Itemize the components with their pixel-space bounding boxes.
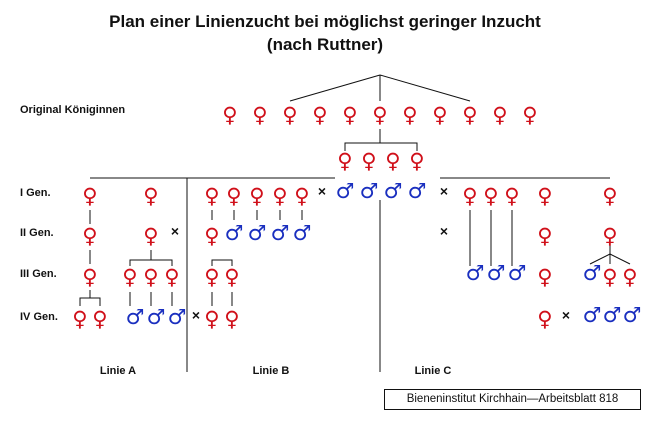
queen-symbol: ♀ [226, 184, 241, 208]
queen-symbol: ♀ [602, 265, 617, 289]
queen-symbol: ♀ [204, 307, 219, 331]
drone-symbol: ♂ [603, 303, 622, 327]
queen-symbol: ♀ [282, 103, 297, 127]
queen-symbol: ♀ [204, 184, 219, 208]
queen-symbol: ♀ [222, 103, 237, 127]
title-line-1: Plan einer Linienzucht bei möglichst ger… [109, 12, 541, 31]
drone-symbol: ♂ [248, 221, 267, 245]
queen-symbol: ♀ [252, 103, 267, 127]
drone-symbol: ♂ [271, 221, 290, 245]
queen-symbol: ♀ [622, 265, 637, 289]
queen-symbol: ♀ [537, 307, 552, 331]
queen-symbol: ♀ [82, 265, 97, 289]
queen-symbol: ♀ [602, 224, 617, 248]
drone-symbol: ♂ [487, 261, 506, 285]
queen-symbol: ♀ [361, 149, 376, 173]
drone-symbol: ♂ [583, 303, 602, 327]
queen-symbol: ♀ [342, 103, 357, 127]
queen-symbol: ♀ [537, 184, 552, 208]
cross-mark: × [171, 223, 179, 239]
queen-symbol: ♀ [143, 224, 158, 248]
queen-symbol: ♀ [272, 184, 287, 208]
queen-symbol: ♀ [224, 265, 239, 289]
queen-symbol: ♀ [483, 184, 498, 208]
line-label-a: Linie A [100, 365, 136, 377]
drone-symbol: ♂ [147, 305, 166, 329]
drone-source-group: ♀ ♀ ♀ ♀ ♂ ♂ ♂ ♂ [336, 149, 427, 203]
cross-mark: × [192, 307, 200, 323]
line-b-pedigree: ♀ ♀ ♀ ♀ ♀ × ♀ ♂ ♂ ♂ ♂ ♀ ♀ × ♀ ♀ [192, 183, 326, 331]
queen-symbol: ♀ [337, 149, 352, 173]
line-c-pedigree: × ♀ ♀ ♀ ♀ ♀ × ♀ ♀ ♂ ♂ ♂ ♀ ♂ ♀ ♀ ♀ × ♂ ♂ … [440, 183, 642, 331]
queen-symbol: ♀ [402, 103, 417, 127]
queen-symbol: ♀ [432, 103, 447, 127]
queen-symbol: ♀ [249, 184, 264, 208]
row-label-gen2: II Gen. [20, 227, 54, 239]
connector-lines [79, 74, 631, 372]
queen-symbol: ♀ [224, 307, 239, 331]
queen-symbol: ♀ [92, 307, 107, 331]
queen-symbol: ♀ [504, 184, 519, 208]
queen-symbol: ♀ [143, 184, 158, 208]
queen-symbol: ♀ [164, 265, 179, 289]
queen-symbol: ♀ [372, 103, 387, 127]
drone-symbol: ♂ [360, 179, 379, 203]
drone-symbol: ♂ [168, 305, 187, 329]
row-label-original: Original Königinnen [20, 104, 125, 116]
drone-symbol: ♂ [384, 179, 403, 203]
queen-symbol: ♀ [82, 224, 97, 248]
line-label-c: Linie C [415, 365, 452, 377]
drone-symbol: ♂ [508, 261, 527, 285]
drone-symbol: ♂ [623, 303, 642, 327]
queen-symbol: ♀ [72, 307, 87, 331]
line-a-pedigree: ♀ ♀ ♀ ♀ × ♀ ♀ ♀ ♀ ♀ ♀ ♂ ♂ ♂ [72, 184, 186, 331]
drone-symbol: ♂ [126, 305, 145, 329]
queen-symbol: ♀ [492, 103, 507, 127]
cross-mark: × [440, 223, 448, 239]
drone-symbol: ♂ [466, 261, 485, 285]
row-label-gen1: I Gen. [20, 187, 51, 199]
row-label-gen3: III Gen. [20, 268, 57, 280]
queen-symbol: ♀ [122, 265, 137, 289]
queen-symbol: ♀ [462, 184, 477, 208]
queen-symbol: ♀ [143, 265, 158, 289]
drone-symbol: ♂ [336, 179, 355, 203]
queen-symbol: ♀ [312, 103, 327, 127]
queen-symbol: ♀ [294, 184, 309, 208]
source-caption: Bieneninstitut Kirchhain—Arbeitsblatt 81… [384, 389, 641, 410]
cross-mark: × [318, 183, 326, 199]
cross-mark: × [440, 183, 448, 199]
title-line-2: (nach Ruttner) [267, 35, 383, 54]
queen-symbol: ♀ [462, 103, 477, 127]
queen-symbol: ♀ [385, 149, 400, 173]
drone-symbol: ♂ [583, 261, 602, 285]
drone-symbol: ♂ [225, 221, 244, 245]
drone-symbol: ♂ [293, 221, 312, 245]
queen-symbol: ♀ [82, 184, 97, 208]
row-label-gen4: IV Gen. [20, 311, 58, 323]
queen-symbol: ♀ [522, 103, 537, 127]
queen-symbol: ♀ [537, 224, 552, 248]
drone-symbol: ♂ [408, 179, 427, 203]
cross-mark: × [562, 307, 570, 323]
queen-symbol: ♀ [537, 265, 552, 289]
line-label-b: Linie B [253, 365, 290, 377]
queen-symbol: ♀ [204, 265, 219, 289]
queen-symbol: ♀ [602, 184, 617, 208]
queen-symbol: ♀ [204, 224, 219, 248]
queen-symbol: ♀ [409, 149, 424, 173]
original-queens: ♀ ♀ ♀ ♀ ♀ ♀ ♀ ♀ ♀ ♀ ♀ [222, 103, 537, 127]
